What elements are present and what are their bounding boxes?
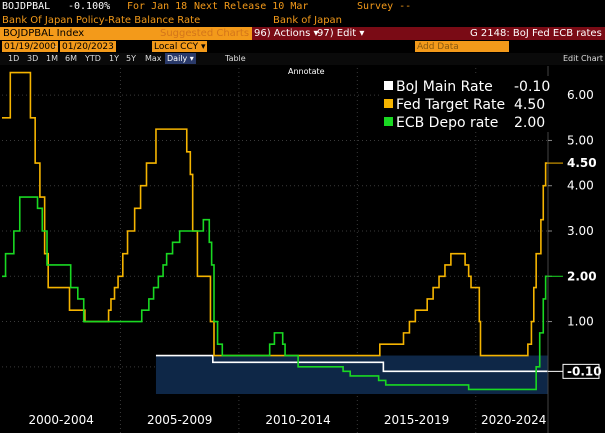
y-tick-label: 6.00 [567, 88, 594, 102]
chart-title: G 2148: BoJ Fed ECB rates [470, 27, 605, 40]
x-tick-label: 2005-2009 [147, 413, 212, 427]
chart-title-text: G 2148: BoJ Fed ECB rates [470, 28, 602, 39]
legend-item-fed: Fed Target Rate 4.50 [384, 97, 545, 113]
period-label: For Jan 18 [127, 1, 188, 12]
annotate-label: Annotate [288, 67, 325, 76]
source: Bank of Japan [273, 15, 343, 26]
x-tick-label: 2015-2019 [384, 413, 449, 427]
boj-last-value: -0.10 [548, 363, 602, 379]
tab-6m[interactable]: 6M [65, 54, 77, 63]
chart-area[interactable]: 6.00 5.00 4.00 3.00 2.00 1.00 -0.10 4.50 2.00 20… [0, 66, 605, 433]
legend-label: ECB Depo rate [396, 115, 498, 131]
end-date-input[interactable]: 01/20/2023 [60, 41, 116, 52]
y-tick-label: 5.00 [567, 133, 594, 147]
svg-text:4.50: 4.50 [567, 156, 597, 170]
toolbar: BOJDPBAL Index Suggested Charts 96) Acti… [0, 27, 605, 40]
series-lines [2, 71, 548, 391]
fed-last-value: 4.50 [548, 156, 599, 171]
description-row: Bank Of Japan Policy-Rate Balance Rate B… [0, 14, 605, 27]
suggested-charts-label: Suggested Charts [160, 28, 250, 39]
legend-item-ecb: ECB Depo rate 2.00 [384, 115, 545, 131]
x-axis: 2000-2004 2005-2009 2010-2014 2015-2019 2020… [29, 413, 547, 427]
tab-1m[interactable]: 1M [46, 54, 58, 63]
next-release: Next Release 10 Mar [194, 1, 309, 12]
tab-max[interactable]: Max [145, 54, 162, 63]
ecb-line [2, 196, 548, 391]
table-button[interactable]: Table [225, 54, 246, 63]
edit-label: 97) Edit ▾ [317, 28, 365, 39]
index-field[interactable]: BOJDPBAL Index [0, 27, 152, 40]
boj-shaded-area [155, 355, 548, 394]
y-tick-label: 1.00 [567, 315, 594, 329]
svg-text:-0.10: -0.10 [567, 364, 602, 378]
fed-line [2, 71, 548, 357]
actions-label: 96) Actions ▾ [254, 28, 319, 39]
frequency-select[interactable]: Daily ▾ [165, 53, 196, 64]
tab-ytd[interactable]: YTD [85, 54, 101, 63]
start-date-input[interactable]: 01/19/2000 [2, 41, 58, 52]
legend-swatch [384, 99, 393, 108]
legend-label: Fed Target Rate [396, 97, 505, 113]
boj-area-fill [155, 355, 548, 394]
legend-swatch [384, 117, 393, 126]
svg-text:2.00: 2.00 [567, 269, 597, 283]
tab-1y[interactable]: 1Y [109, 54, 119, 63]
suggested-charts-button[interactable]: Suggested Charts [152, 27, 252, 40]
y-tick-label: 3.00 [567, 224, 594, 238]
legend-value: 2.00 [514, 115, 545, 131]
security-header: BOJDPBAL -0.100% For Jan 18 Next Release… [0, 0, 605, 14]
annotate-button[interactable]: Annotate [288, 67, 325, 76]
legend-value: 4.50 [514, 97, 545, 113]
legend-item-boj: BoJ Main Rate -0.10 [384, 79, 550, 95]
legend-value: -0.10 [514, 79, 550, 95]
legend-swatch [384, 81, 393, 90]
ecb-last-value: 2.00 [548, 269, 599, 284]
date-separator: - [54, 42, 58, 52]
edit-menu[interactable]: 97) Edit ▾ [317, 27, 367, 40]
actions-menu[interactable]: 96) Actions ▾ [254, 27, 319, 40]
x-tick-label: 2000-2004 [29, 413, 94, 427]
currency-select[interactable]: Local CCY ▾ [152, 41, 208, 52]
legend: BoJ Main Rate -0.10 Fed Target Rate 4.50 ECB… [380, 76, 555, 132]
tab-5y[interactable]: 5Y [126, 54, 136, 63]
legend-label: BoJ Main Rate [396, 79, 493, 95]
index-label: BOJDPBAL Index [3, 28, 85, 39]
current-value: -0.100% [68, 1, 111, 12]
tab-1d[interactable]: 1D [8, 54, 20, 63]
x-tick-label: 2020-2024 [481, 413, 546, 427]
description: Bank Of Japan Policy-Rate Balance Rate [2, 15, 201, 26]
date-range-row: 01/19/2000 - 01/20/2023 Local CCY ▾ Add … [0, 41, 605, 53]
survey: Survey -- [357, 1, 412, 12]
period-tabs: 1D 3D 1M 6M YTD 1Y 5Y Max Daily ▾ Table … [0, 53, 605, 65]
add-data-input[interactable]: Add Data [415, 41, 509, 52]
tab-3d[interactable]: 3D [27, 54, 39, 63]
y-tick-label: 4.00 [567, 179, 594, 193]
ticker[interactable]: BOJDPBAL [2, 1, 51, 12]
edit-chart-button[interactable]: Edit Chart [563, 54, 604, 63]
legend-box [380, 76, 555, 132]
x-tick-label: 2010-2014 [265, 413, 330, 427]
